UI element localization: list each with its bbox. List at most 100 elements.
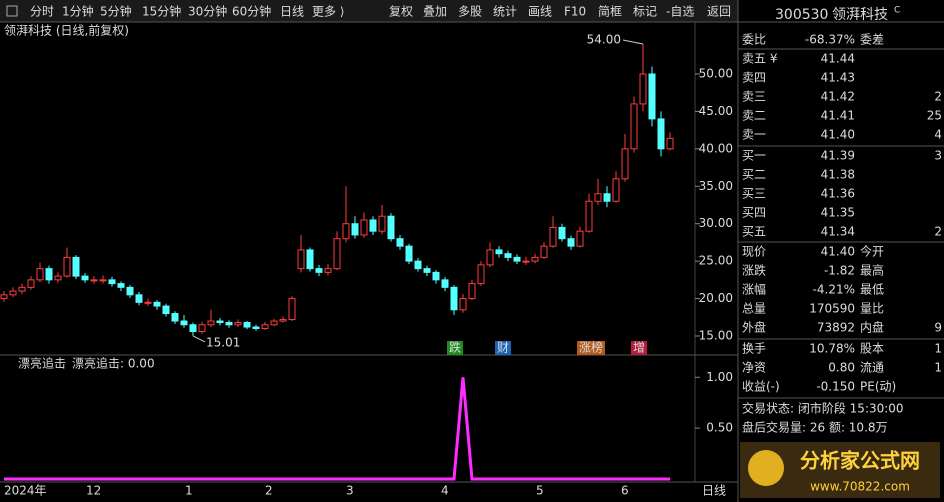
book-price: 41.43 xyxy=(821,71,855,85)
book-volume: 2 xyxy=(934,90,942,104)
event-label[interactable]: 涨榜 xyxy=(579,340,603,355)
y-tick-label: 30.00 xyxy=(699,216,733,230)
stat-label: 换手 xyxy=(742,342,766,356)
candle-body xyxy=(270,320,278,326)
toolbar-button[interactable]: 多股 xyxy=(458,5,482,19)
candle-body xyxy=(54,275,62,281)
event-badge[interactable] xyxy=(495,341,511,355)
toolbar-button[interactable]: 画线 xyxy=(528,5,552,19)
tab[interactable]: 15分钟 xyxy=(142,4,181,19)
logo-icon xyxy=(748,450,784,486)
indicator-name: 漂亮追击 xyxy=(18,356,66,371)
toolbar-button[interactable]: -自选 xyxy=(666,5,694,19)
book-label: 卖四 xyxy=(742,71,766,85)
x-tick-label: 3 xyxy=(346,484,354,498)
book-label: 卖三 xyxy=(742,90,766,104)
candle-body xyxy=(459,298,467,311)
candle-body xyxy=(423,268,431,273)
toolbar-button[interactable]: F10 xyxy=(564,5,586,19)
candle-body xyxy=(495,249,503,255)
event-label[interactable]: 增 xyxy=(633,341,645,355)
stat-value2: 9 xyxy=(934,321,942,335)
candle-body xyxy=(288,298,296,321)
tab[interactable]: 60分钟 xyxy=(232,4,271,19)
event-badge[interactable] xyxy=(577,341,605,355)
order-value: -68.37% xyxy=(805,33,855,47)
candle-body xyxy=(576,230,584,247)
tab[interactable]: 30分钟 xyxy=(188,4,227,19)
after-hours: 盘后交易量: 26 额: 10.8万 xyxy=(742,420,888,435)
stat-label: 净资 xyxy=(742,361,766,375)
logo-url: www.70822.com xyxy=(810,480,910,494)
toolbar-button[interactable]: 统计 xyxy=(493,5,517,19)
book-label: 买四 xyxy=(742,206,766,220)
tab[interactable]: 更多 ⟩ xyxy=(312,5,345,19)
toolbar-button[interactable]: 叠加 xyxy=(423,5,447,19)
tab[interactable]: 日线 xyxy=(280,5,304,19)
candle-body xyxy=(441,279,449,288)
candle-body xyxy=(36,268,44,281)
candle-body xyxy=(207,320,215,326)
y-tick-label: 15.00 xyxy=(699,329,733,343)
candle-body xyxy=(396,238,404,247)
high-label: 54.00 xyxy=(587,33,621,47)
event-label[interactable]: 跌 xyxy=(449,340,461,355)
y-tick-label: 45.00 xyxy=(699,104,733,118)
logo-title: 分析家公式网 xyxy=(800,449,920,473)
x-tick-label: 1 xyxy=(185,484,193,498)
icon[interactable] xyxy=(6,5,18,17)
candle-body xyxy=(180,320,188,326)
candle-body xyxy=(315,268,323,273)
candle-body xyxy=(189,324,197,333)
book-label: 卖一 xyxy=(742,128,766,142)
event-label[interactable]: 财 xyxy=(497,341,509,355)
x-tick-label: 5 xyxy=(536,484,544,498)
candle-body xyxy=(603,193,611,202)
stat-label: 涨幅 xyxy=(742,282,766,297)
candle-body xyxy=(630,103,638,150)
toolbar-button[interactable]: 复权 xyxy=(389,5,413,19)
indicator-value: 漂亮追击: 0.00 xyxy=(72,356,155,371)
book-price: 41.34 xyxy=(821,225,855,239)
book-volume: 4 xyxy=(934,128,942,142)
event-badge[interactable] xyxy=(631,341,647,355)
tab[interactable]: 1分钟 xyxy=(62,4,94,19)
chart-title: 领湃科技 (日线,前复权) xyxy=(4,23,129,38)
event-badge[interactable] xyxy=(447,341,463,355)
high-pointer xyxy=(622,39,644,45)
candle-body xyxy=(108,279,116,285)
candle-body xyxy=(225,322,233,326)
stat-label: 现价 xyxy=(742,245,766,259)
tab[interactable]: 5分钟 xyxy=(100,4,132,19)
candle-body xyxy=(549,226,557,247)
tab[interactable]: 分时 xyxy=(30,5,54,19)
candle-body xyxy=(45,268,53,281)
stat-value: -0.150 xyxy=(816,380,855,394)
candle-body xyxy=(405,245,413,262)
stat-value2: 1 xyxy=(934,361,942,375)
book-label: 买三 xyxy=(742,187,766,201)
toolbar-button[interactable]: 简框 xyxy=(598,5,622,19)
candle-body xyxy=(243,322,251,328)
y-tick-label: 40.00 xyxy=(699,141,733,155)
candle-body xyxy=(99,279,107,282)
candle-body xyxy=(666,137,674,150)
candle-body xyxy=(279,319,287,322)
candle-body xyxy=(135,294,143,303)
candle-body xyxy=(351,223,359,236)
book-label: 卖五 ¥ xyxy=(742,52,778,66)
y-tick-label: 20.00 xyxy=(699,291,733,305)
book-price: 41.39 xyxy=(821,149,855,163)
candle-body xyxy=(450,286,458,311)
candle-body xyxy=(252,326,260,330)
x-tick-label: 6 xyxy=(621,484,629,498)
y-tick-label: 50.00 xyxy=(699,66,733,80)
stock-code: 300530 xyxy=(775,7,828,23)
order-label2: 委差 xyxy=(860,33,884,47)
candle-body xyxy=(558,226,566,240)
toolbar-button[interactable]: 返回 xyxy=(707,5,731,19)
toolbar xyxy=(0,0,738,22)
stat-value: 41.40 xyxy=(821,245,855,259)
toolbar-button[interactable]: 标记 xyxy=(633,5,657,19)
